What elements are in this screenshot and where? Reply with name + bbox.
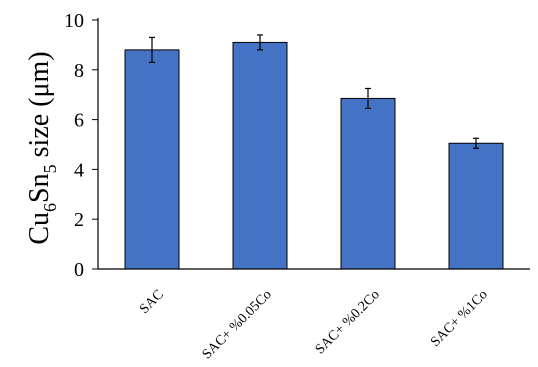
x-category-label: SAC+ %0.2Co	[313, 287, 383, 357]
error-bar	[149, 36, 155, 63]
y-axis-ticks: 0 2 4 6 8 10	[64, 10, 98, 281]
error-bar	[257, 34, 263, 51]
error-bars	[149, 34, 479, 149]
error-bar	[365, 87, 371, 109]
y-axis-title-part3: size (μm)	[24, 51, 55, 164]
y-tick-label: 4	[74, 159, 84, 181]
x-category-label: SAC	[137, 287, 167, 317]
x-axis-categories: SAC SAC+ %0.05Co SAC+ %0.2Co SAC+ %1Co	[137, 287, 491, 362]
error-bar	[473, 137, 479, 149]
y-axis-title-sub2: 5	[40, 164, 60, 173]
y-tick-label: 2	[74, 209, 84, 231]
y-tick-label: 8	[74, 60, 84, 82]
y-axis-title-part2: Sn	[24, 173, 55, 203]
x-category-label: SAC+ %0.05Co	[200, 287, 275, 362]
bar	[232, 41, 288, 270]
bars	[124, 41, 504, 270]
y-axis-title-part1: Cu	[24, 212, 55, 245]
y-axis-title: Cu6Sn5 size (μm)	[24, 51, 60, 244]
bar	[448, 142, 504, 270]
x-category-label: SAC+ %1Co	[428, 287, 491, 350]
y-tick-label: 6	[74, 110, 84, 132]
bar	[340, 97, 396, 270]
y-tick-label: 0	[74, 259, 84, 281]
axes	[97, 18, 530, 270]
y-tick-label: 10	[64, 10, 84, 32]
y-axis-title-sub1: 6	[40, 203, 60, 212]
bar	[124, 49, 180, 270]
